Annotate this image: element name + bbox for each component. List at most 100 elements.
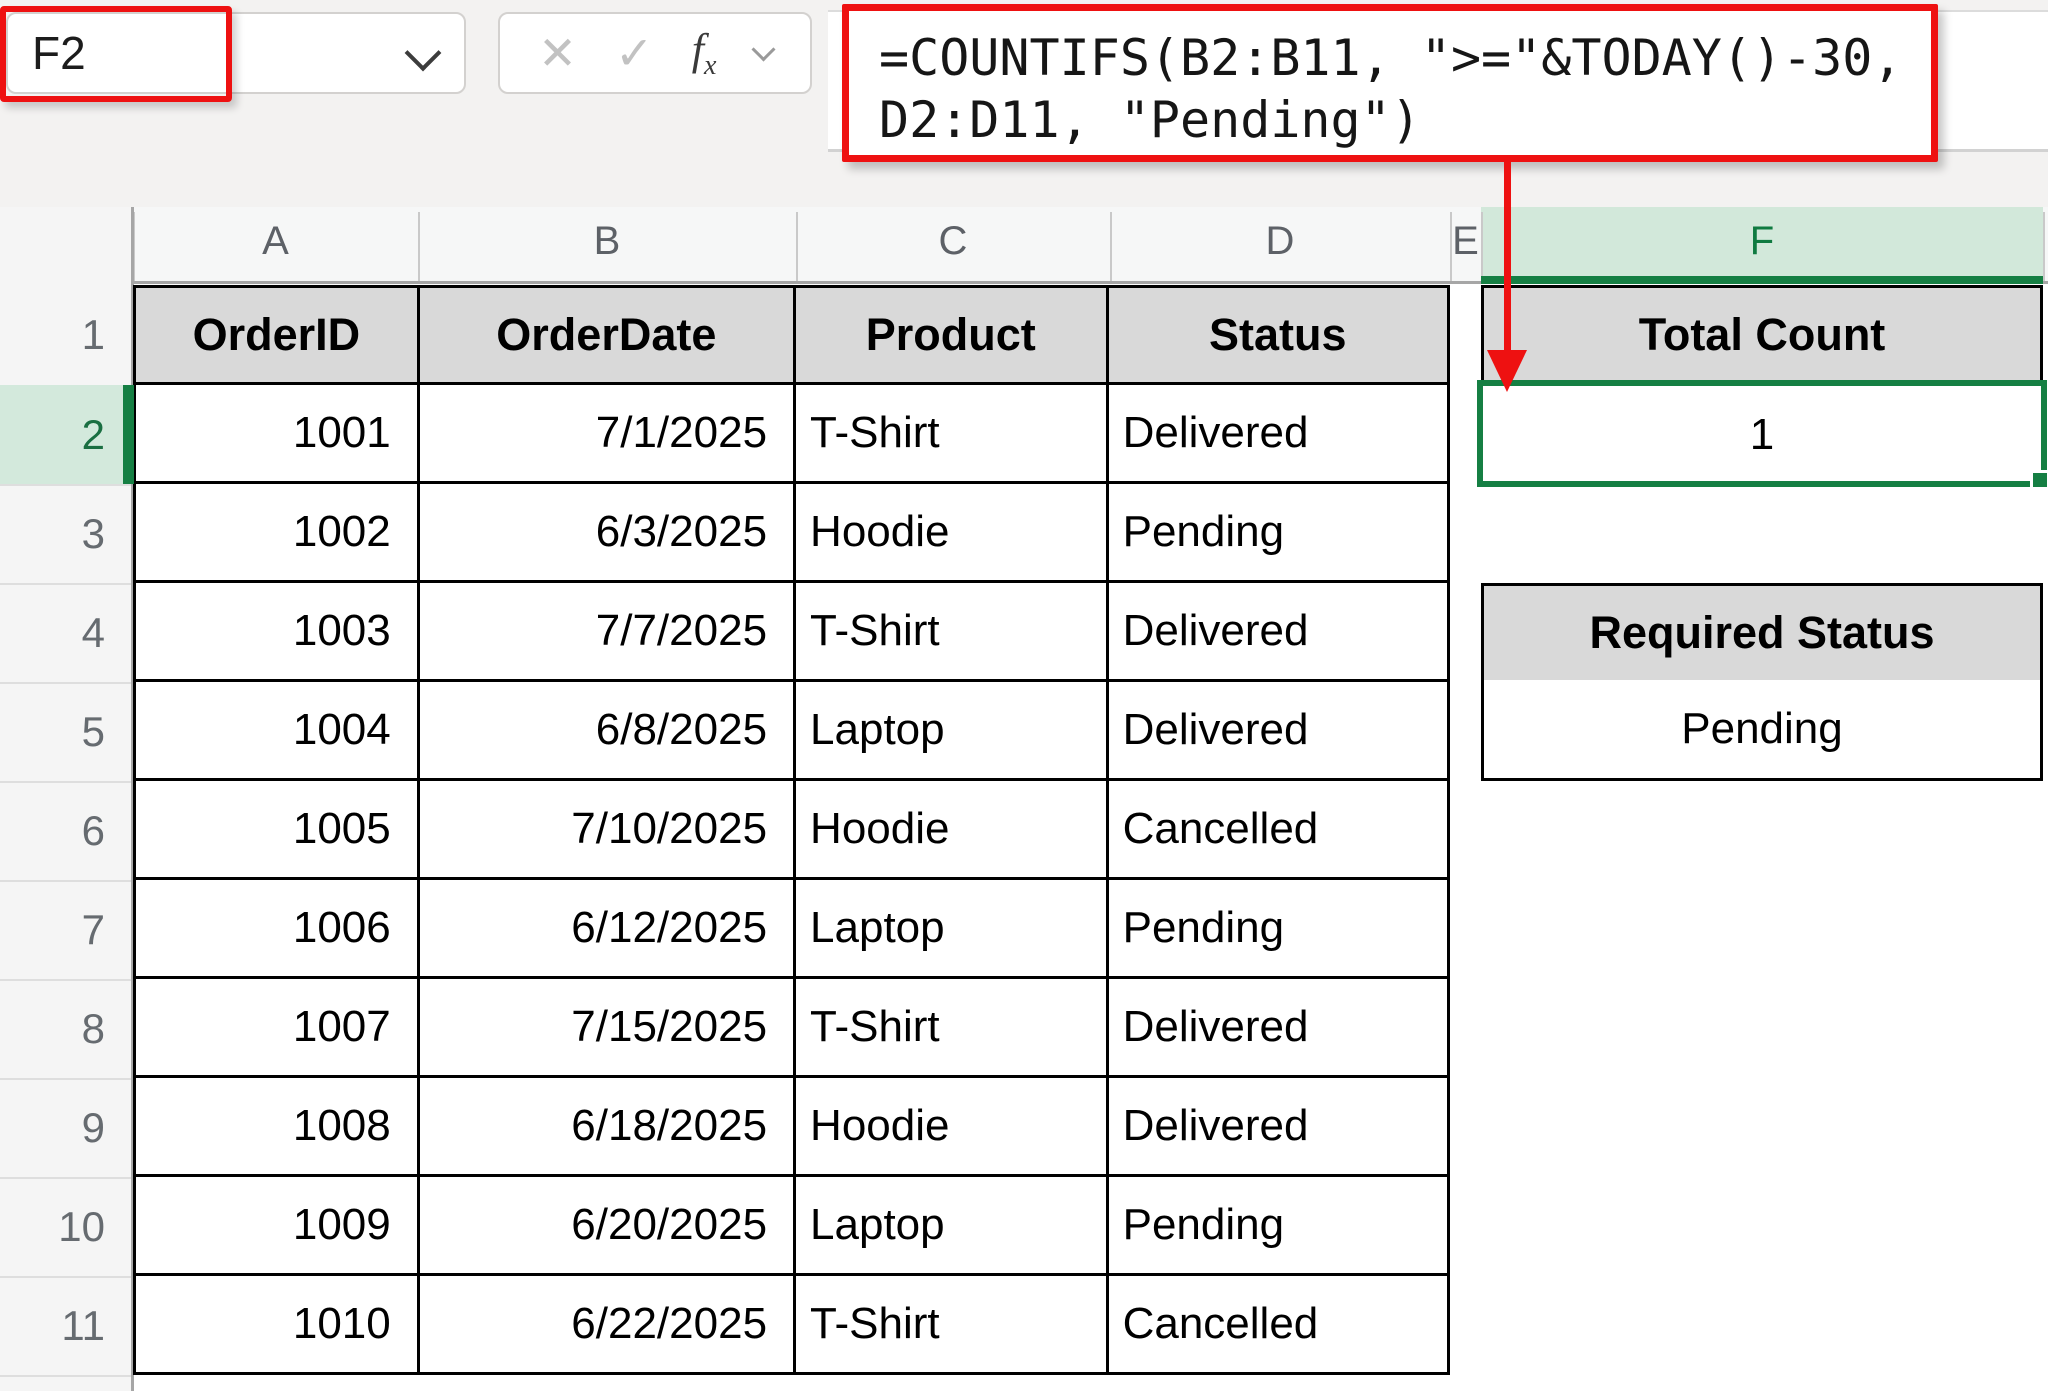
row-header-1[interactable]: 1 [81, 310, 105, 358]
row-header-6[interactable]: 6 [81, 806, 105, 854]
cell-A6[interactable]: 1005 [136, 781, 420, 880]
column-gridline [796, 212, 798, 281]
formula-annotation-box: =COUNTIFS(B2:B11, ">="&TODAY()-30, D2:D1… [842, 4, 1938, 162]
insert-function-icon[interactable]: fx [691, 25, 717, 81]
row-header-3[interactable]: 3 [81, 509, 105, 557]
cell-B10[interactable]: 6/20/2025 [419, 1177, 797, 1276]
table-row-10: 1009 6/20/2025 Laptop Pending [136, 1177, 1447, 1276]
cell-C8[interactable]: T-Shirt [796, 979, 1109, 1078]
cell-C2[interactable]: T-Shirt [796, 385, 1109, 484]
row-header-4[interactable]: 4 [81, 608, 105, 656]
column-header-E[interactable]: E [1452, 219, 1479, 263]
cell-C10[interactable]: Laptop [796, 1177, 1109, 1276]
orders-table: OrderID OrderDate Product Status 1001 7/1/202… [133, 285, 1450, 1375]
cell-B4[interactable]: 7/7/2025 [419, 583, 797, 682]
cell-F2-total-count-value[interactable]: 1 [1481, 385, 2043, 484]
row-gridline [0, 1276, 131, 1278]
column-gridline [133, 212, 135, 281]
cell-D11[interactable]: Cancelled [1108, 1276, 1447, 1372]
row-header-5[interactable]: 5 [81, 707, 105, 755]
cell-D3[interactable]: Pending [1108, 484, 1447, 583]
cell-C7[interactable]: Laptop [796, 880, 1109, 979]
cell-C4[interactable]: T-Shirt [796, 583, 1109, 682]
cell-F4-required-status-header[interactable]: Required Status [1481, 583, 2043, 683]
header-cell-Status[interactable]: Status [1108, 288, 1447, 385]
cell-C3[interactable]: Hoodie [796, 484, 1109, 583]
cell-B7[interactable]: 6/12/2025 [419, 880, 797, 979]
table-row-11: 1010 6/22/2025 T-Shirt Cancelled [136, 1276, 1447, 1372]
column-header-B[interactable]: B [593, 219, 621, 263]
cell-A7[interactable]: 1006 [136, 880, 420, 979]
cell-B11[interactable]: 6/22/2025 [419, 1276, 797, 1372]
name-box-value: F2 [32, 27, 86, 79]
cell-A4[interactable]: 1003 [136, 583, 420, 682]
cell-A9[interactable]: 1008 [136, 1078, 420, 1177]
cell-D5[interactable]: Delivered [1108, 682, 1447, 781]
name-box[interactable]: F2 [6, 12, 466, 94]
cell-F1-total-count-header[interactable]: Total Count [1481, 285, 2043, 385]
header-strip-border [2043, 281, 2048, 284]
cell-D9[interactable]: Delivered [1108, 1078, 1447, 1177]
table-row-6: 1005 7/10/2025 Hoodie Cancelled [136, 781, 1447, 880]
row-gridline [0, 583, 131, 585]
cell-A3[interactable]: 1002 [136, 484, 420, 583]
row-gridline [0, 1375, 131, 1377]
cell-F5-required-status-value[interactable]: Pending [1481, 680, 2043, 781]
cell-A2[interactable]: 1001 [136, 385, 420, 484]
row-header-11[interactable]: 11 [61, 1301, 105, 1349]
cell-D10[interactable]: Pending [1108, 1177, 1447, 1276]
column-header-C[interactable]: C [938, 219, 968, 263]
table-row-3: 1002 6/3/2025 Hoodie Pending [136, 484, 1447, 583]
table-row-7: 1006 6/12/2025 Laptop Pending [136, 880, 1447, 979]
chevron-down-icon[interactable] [751, 36, 776, 62]
cell-A11[interactable]: 1010 [136, 1276, 420, 1372]
column-header-A[interactable]: A [262, 219, 289, 263]
row-header-8[interactable]: 8 [81, 1004, 105, 1052]
cell-C6[interactable]: Hoodie [796, 781, 1109, 880]
total-count-value: 1 [1749, 409, 1775, 459]
header-cell-OrderDate[interactable]: OrderDate [419, 288, 796, 385]
cell-D8[interactable]: Delivered [1108, 979, 1447, 1078]
row-gridline [0, 1177, 131, 1179]
cell-A5[interactable]: 1004 [136, 682, 420, 781]
header-strip-border [0, 281, 1481, 284]
cancel-icon[interactable]: ✕ [538, 27, 577, 79]
cell-D2[interactable]: Delivered [1108, 385, 1447, 484]
table-row-2: 1001 7/1/2025 T-Shirt Delivered [136, 385, 1447, 484]
column-header-F[interactable]: F [1481, 207, 2043, 276]
cell-D4[interactable]: Delivered [1108, 583, 1447, 682]
cell-C5[interactable]: Laptop [796, 682, 1109, 781]
cell-B9[interactable]: 6/18/2025 [419, 1078, 797, 1177]
cell-D6[interactable]: Cancelled [1108, 781, 1447, 880]
column-gridline [418, 212, 420, 281]
cell-C9[interactable]: Hoodie [796, 1078, 1109, 1177]
enter-icon[interactable]: ✓ [615, 27, 654, 79]
table-row-8: 1007 7/15/2025 T-Shirt Delivered [136, 979, 1447, 1078]
table-header-row: OrderID OrderDate Product Status [136, 288, 1447, 385]
cell-B6[interactable]: 7/10/2025 [419, 781, 797, 880]
table-row-9: 1008 6/18/2025 Hoodie Delivered [136, 1078, 1447, 1177]
red-highlight-rectangle [0, 6, 232, 102]
cell-B8[interactable]: 7/15/2025 [419, 979, 797, 1078]
cell-A8[interactable]: 1007 [136, 979, 420, 1078]
cell-B2[interactable]: 7/1/2025 [419, 385, 797, 484]
header-cell-OrderID[interactable]: OrderID [136, 288, 420, 385]
selected-row-indicator-bar [123, 385, 134, 484]
cell-C11[interactable]: T-Shirt [796, 1276, 1109, 1372]
cell-B3[interactable]: 6/3/2025 [419, 484, 797, 583]
row-gridline [0, 880, 131, 882]
row-header-2[interactable]: 2 [0, 385, 131, 484]
row-header-7[interactable]: 7 [81, 905, 105, 953]
cell-B5[interactable]: 6/8/2025 [419, 682, 797, 781]
column-gridline [1110, 212, 1112, 281]
column-header-D[interactable]: D [1265, 219, 1295, 263]
row-header-9[interactable]: 9 [81, 1103, 105, 1151]
cell-A10[interactable]: 1009 [136, 1177, 420, 1276]
header-cell-Product[interactable]: Product [795, 288, 1109, 385]
row-gridline [0, 484, 131, 486]
cell-D7[interactable]: Pending [1108, 880, 1447, 979]
required-status-label: Required Status [1589, 607, 1935, 658]
fill-handle[interactable] [2030, 470, 2048, 490]
row-header-10[interactable]: 10 [58, 1202, 105, 1250]
